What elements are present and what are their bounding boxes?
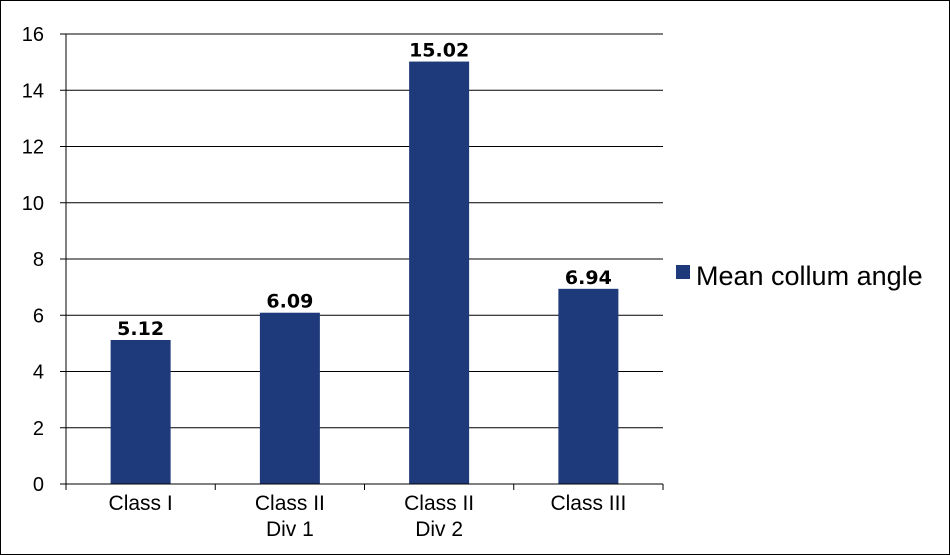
bar xyxy=(110,340,171,484)
y-tick-label: 2 xyxy=(33,418,44,440)
x-tick-label: Class I xyxy=(109,492,173,515)
x-tick-label: Class II xyxy=(404,492,474,515)
legend: Mean collum angle xyxy=(676,261,923,291)
y-tick-label: 12 xyxy=(22,137,44,159)
bar xyxy=(259,312,320,484)
legend-swatch xyxy=(676,265,690,279)
x-tick-label: Div 2 xyxy=(415,518,463,541)
data-label: 6.94 xyxy=(565,267,612,289)
data-label: 6.09 xyxy=(266,291,313,313)
y-tick-label: 16 xyxy=(22,24,44,46)
data-label: 5.12 xyxy=(117,318,164,340)
y-tick-label: 4 xyxy=(33,362,44,384)
data-label: 15.02 xyxy=(409,40,469,62)
x-axis: Class I Class II Div 1 Class II Div 2 Class I… xyxy=(65,483,664,541)
x-tick-label: Class III xyxy=(550,492,626,515)
bar xyxy=(409,61,470,484)
y-tick-label: 6 xyxy=(33,305,44,327)
bar xyxy=(558,288,619,484)
y-tick-label: 0 xyxy=(33,474,44,496)
y-axis: 0 2 4 6 8 10 12 14 16 xyxy=(22,24,67,496)
y-tick-label: 8 xyxy=(33,249,44,271)
legend-label: Mean collum angle xyxy=(696,261,923,291)
y-tick-label: 14 xyxy=(22,80,44,102)
y-tick-label: 10 xyxy=(22,193,44,215)
bars: 5.12 6.09 15.02 6.94 xyxy=(110,40,619,484)
x-tick-label: Div 1 xyxy=(266,518,314,541)
x-tick-label: Class II xyxy=(255,492,325,515)
